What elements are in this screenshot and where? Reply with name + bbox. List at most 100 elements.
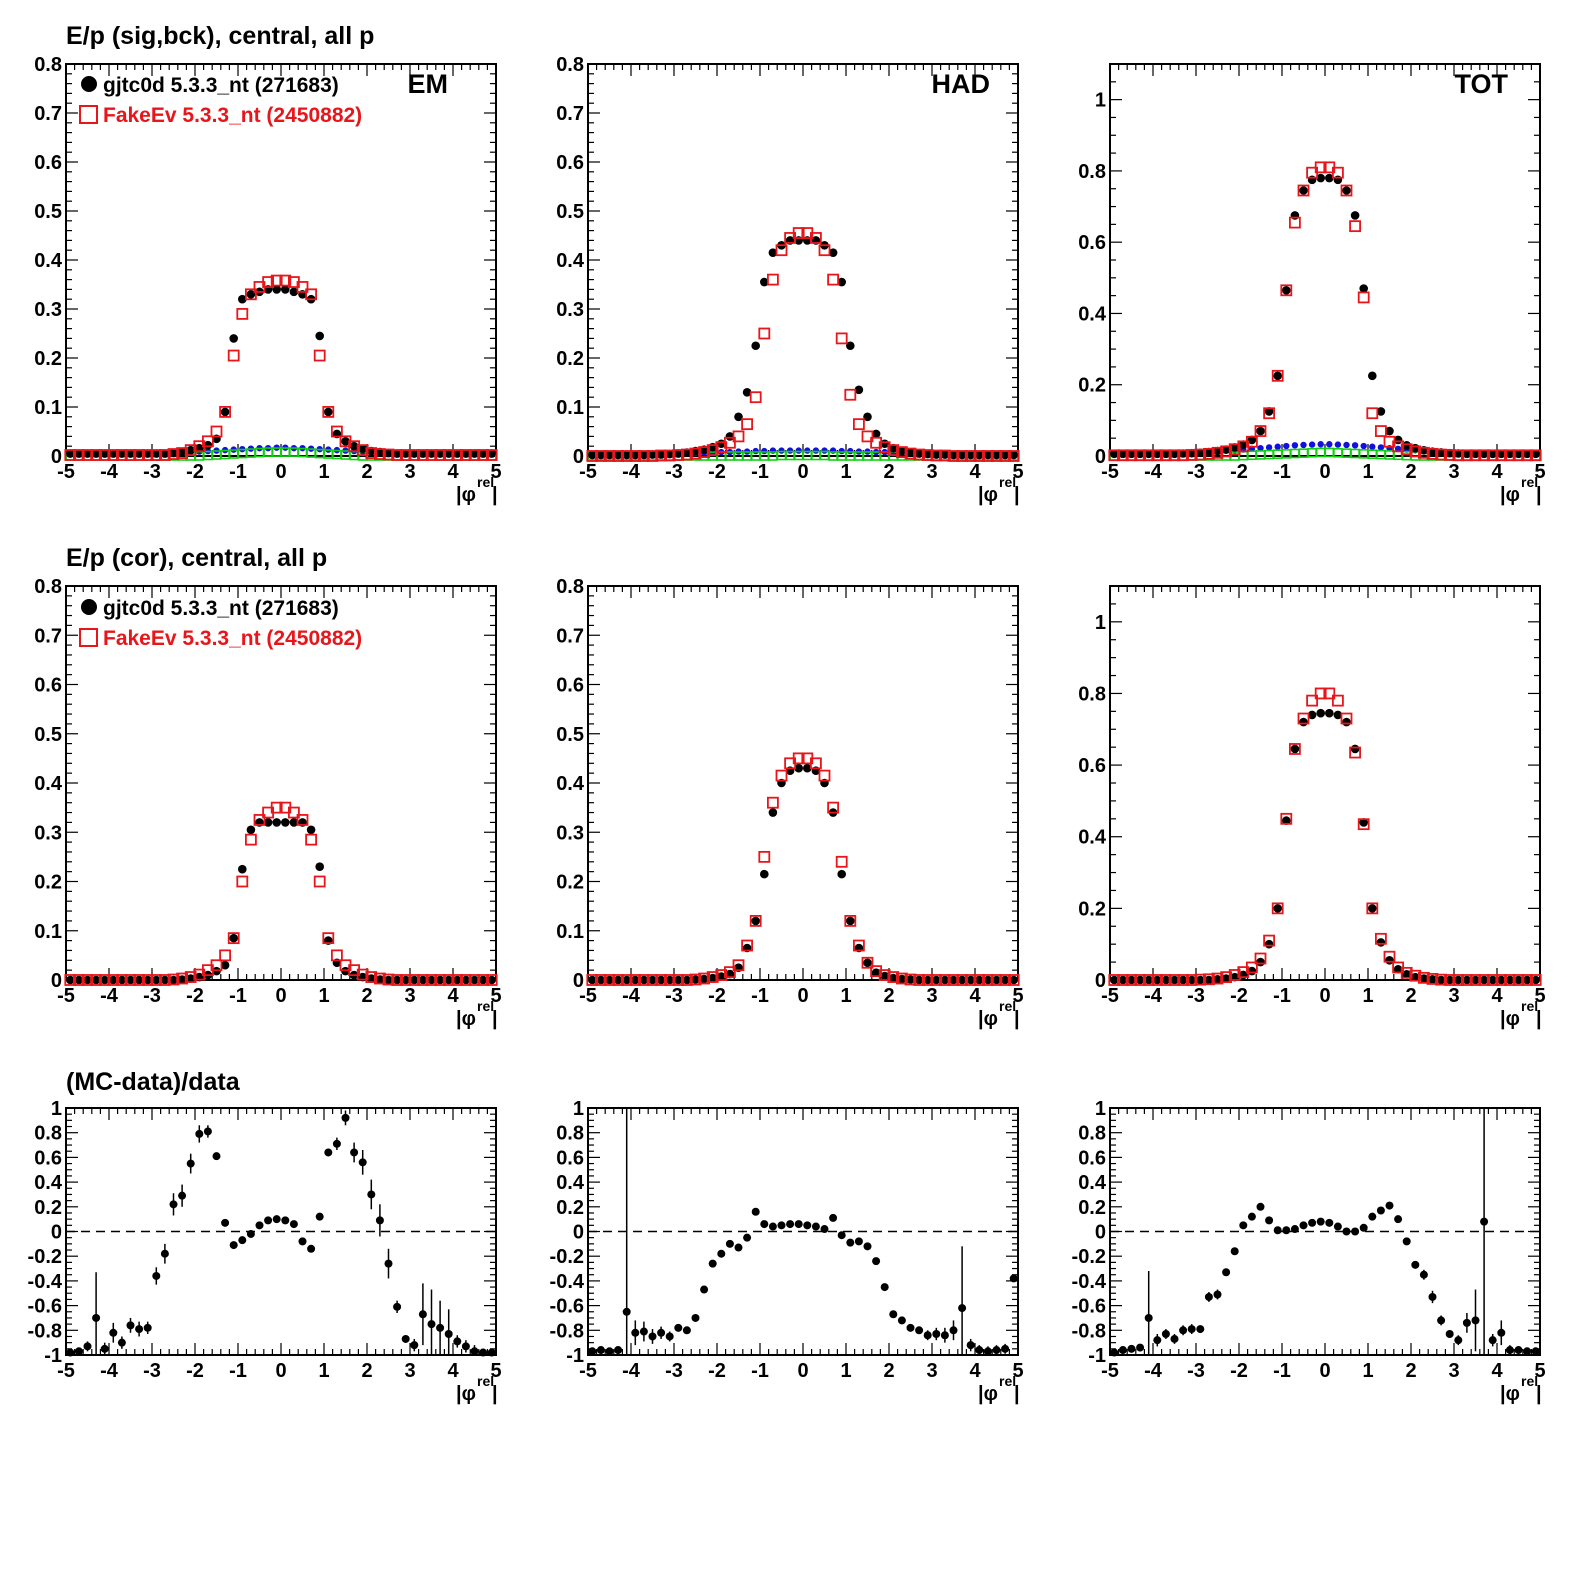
data-point	[1187, 1325, 1196, 1334]
x-tick-label: -5	[57, 1360, 75, 1382]
y-tick-label: 0.8	[556, 54, 584, 76]
data-point	[1488, 975, 1497, 985]
x-tick-label: 3	[1448, 1360, 1459, 1382]
series-fakeev-5-3-3-nt-2450882-	[586, 752, 1020, 986]
data-point	[674, 1323, 683, 1332]
panel-cor-had: -5 -4 -3 -2 -1 0 1 2 3 4 5 0 0.1 0.2 0.3 0.4 0.5 0.6 0.7 0.…	[556, 576, 1023, 1030]
mc-point	[1177, 974, 1189, 986]
mc-point	[1400, 443, 1413, 456]
mc-point	[1168, 449, 1181, 462]
data-point	[203, 440, 213, 450]
x-tick-label: 0	[275, 1360, 286, 1382]
row-title-sig-bck: E/p (sig,bck), central, all p	[66, 22, 374, 50]
data-point	[401, 1334, 410, 1343]
x-tick-label: -5	[579, 985, 597, 1007]
data-point	[1009, 450, 1018, 460]
data-point	[1445, 448, 1454, 458]
data-point	[1196, 975, 1205, 985]
data-point	[212, 966, 221, 976]
data-point	[1531, 975, 1540, 985]
mc-point	[939, 449, 951, 462]
mc-point	[1495, 974, 1508, 986]
data-point	[1127, 1344, 1136, 1353]
y-tick-label: 1	[1095, 90, 1106, 112]
x-tick-label: 4	[969, 461, 981, 483]
bck-data-point	[1308, 441, 1316, 448]
x-tick-label: -2	[186, 461, 204, 483]
data-point	[1161, 1330, 1170, 1339]
mc-point	[1443, 449, 1456, 461]
data-point	[410, 449, 419, 458]
x-tick-label: -3	[1187, 461, 1205, 483]
data-point	[708, 973, 717, 983]
data-point	[846, 1238, 855, 1247]
data-point	[143, 449, 152, 458]
mc-point	[689, 973, 702, 986]
data-point	[897, 1316, 906, 1325]
bck-data-point	[1394, 445, 1402, 453]
data-point	[169, 448, 178, 458]
mc-point	[715, 969, 728, 981]
panel-cor-em: -5 -4 -3 -2 -1 0 1 2 3 4 5 0 0.1 0.2 0.3 0.4 0.5 0.6 0.7 0.…	[34, 576, 501, 1030]
mc-point	[416, 974, 429, 986]
data-point	[880, 1283, 889, 1292]
data-point	[126, 1321, 135, 1330]
data-point	[1136, 1343, 1145, 1352]
legend-mc-label: FakeEv 5.3.3_nt (2450882)	[103, 627, 362, 650]
x-tick-label: 0	[1319, 985, 1330, 1007]
y-tick-label: 1	[1095, 1098, 1106, 1120]
mc-point	[595, 974, 607, 986]
data-point	[1454, 975, 1463, 985]
data-point	[1230, 1247, 1239, 1256]
x-axis-label-sup: rel	[999, 998, 1016, 1014]
x-tick-label: 2	[1405, 461, 1416, 483]
data-point	[1316, 173, 1325, 183]
mc-point	[236, 307, 249, 320]
data-point	[648, 975, 657, 985]
panel-label-tot: TOT	[1455, 69, 1509, 99]
mc-point	[1426, 973, 1439, 985]
series-fakeev-5-3-3-nt-2450882-	[1108, 687, 1542, 986]
data-point	[1402, 969, 1411, 979]
data-point	[1196, 448, 1205, 458]
data-point	[324, 1148, 333, 1157]
data-point	[109, 449, 118, 458]
mc-point	[1375, 425, 1387, 437]
data-point	[1264, 407, 1274, 416]
data-point	[66, 1348, 75, 1357]
bck-data-point	[1283, 442, 1290, 450]
mc-point	[1263, 934, 1275, 947]
mc-point	[896, 972, 908, 985]
panel-label-em: EM	[408, 69, 449, 99]
data-point	[639, 1327, 648, 1336]
data-point	[648, 1332, 657, 1341]
data-point	[1273, 371, 1282, 381]
data-point	[1325, 1218, 1334, 1227]
y-tick-label: -0.2	[1072, 1246, 1106, 1268]
mc-point	[1529, 449, 1542, 462]
bck-data-point	[1265, 444, 1273, 451]
data-point	[656, 975, 666, 985]
mc-point	[305, 833, 318, 846]
mc-point	[1271, 369, 1284, 382]
x-tick-label: -5	[57, 461, 75, 483]
mc-point	[296, 281, 309, 293]
mc-point	[698, 446, 710, 458]
x-tick-label: -3	[1187, 1360, 1205, 1382]
data-point	[1161, 975, 1171, 985]
x-tick-label: 2	[1405, 985, 1416, 1007]
mc-point	[1108, 449, 1121, 462]
data-point	[1522, 449, 1532, 459]
y-tick-label: 0.8	[34, 576, 62, 598]
mc-point	[98, 974, 111, 986]
data-point	[461, 1342, 470, 1351]
data-point	[1368, 904, 1377, 913]
mc-point	[1529, 974, 1542, 986]
mc-point	[1461, 974, 1473, 986]
mc-point	[1349, 220, 1361, 233]
mc-point	[253, 814, 266, 826]
data-point	[160, 449, 170, 458]
mc-point	[982, 450, 994, 462]
data-point	[74, 449, 84, 458]
